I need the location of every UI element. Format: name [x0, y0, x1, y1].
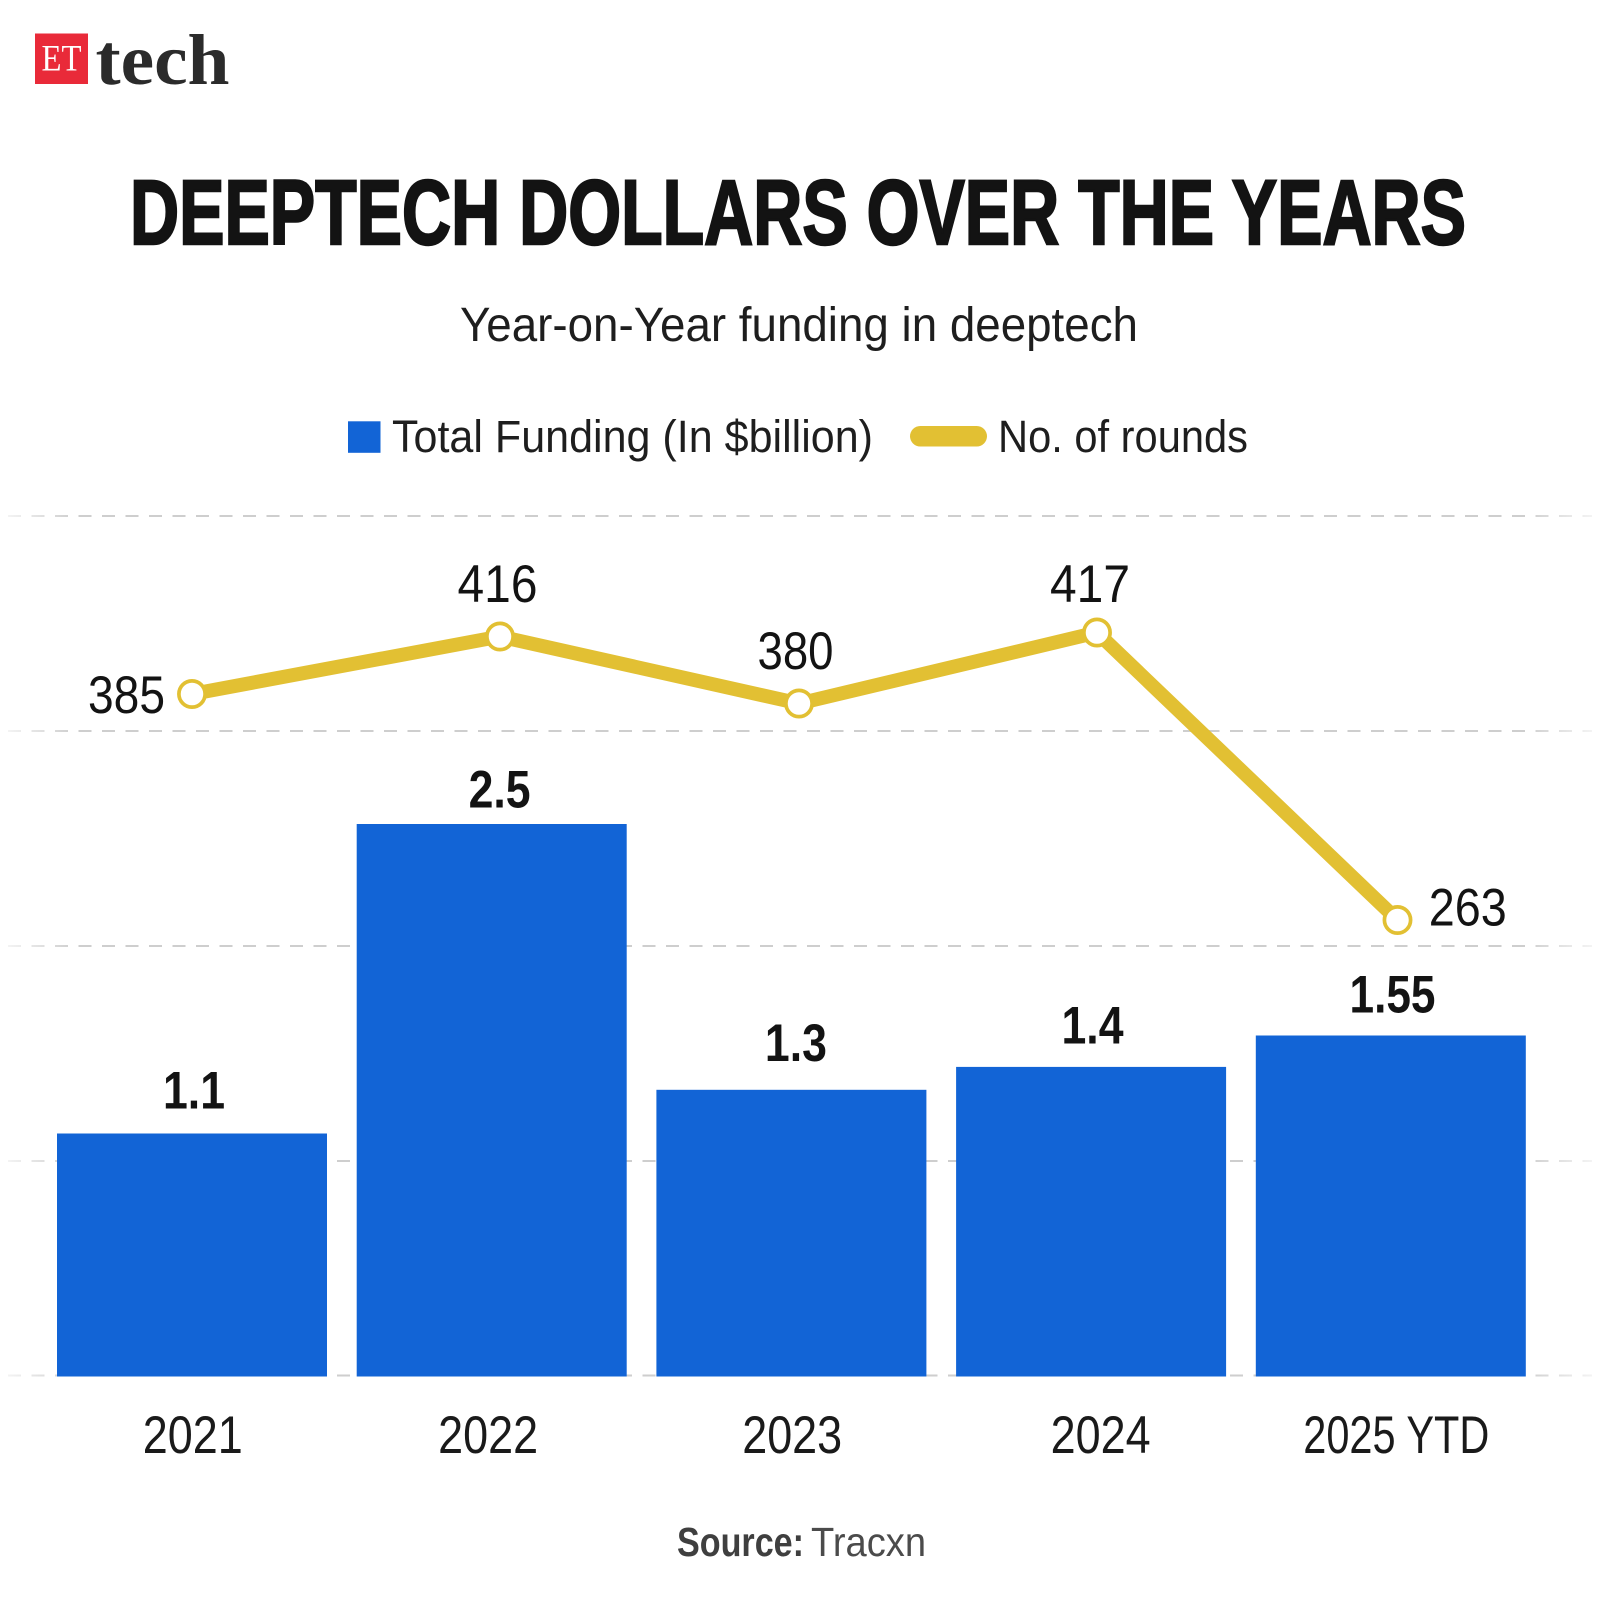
svg-text:417: 417: [1050, 555, 1130, 614]
svg-text:No. of rounds: No. of rounds: [998, 411, 1248, 462]
svg-text:2021: 2021: [143, 1406, 243, 1465]
svg-text:DEEPTECH DOLLARS OVER THE YEAR: DEEPTECH DOLLARS OVER THE YEARS: [130, 162, 1466, 264]
svg-text:2022: 2022: [438, 1406, 538, 1465]
svg-text:1.3: 1.3: [765, 1014, 827, 1073]
svg-text:tech: tech: [96, 20, 230, 100]
svg-text:2025 YTD: 2025 YTD: [1303, 1406, 1489, 1465]
svg-text:Source:: Source:: [677, 1519, 804, 1565]
svg-text:Year-on-Year funding in deepte: Year-on-Year funding in deeptech: [460, 299, 1138, 352]
svg-text:1.1: 1.1: [163, 1062, 225, 1121]
svg-text:380: 380: [758, 622, 834, 681]
svg-text:1.55: 1.55: [1350, 966, 1436, 1025]
svg-text:2024: 2024: [1051, 1406, 1151, 1465]
svg-text:2.5: 2.5: [469, 761, 531, 820]
svg-text:1.4: 1.4: [1062, 997, 1124, 1056]
svg-text:2023: 2023: [742, 1406, 842, 1465]
svg-text:385: 385: [88, 666, 165, 725]
svg-text:Total Funding (In $billion): Total Funding (In $billion): [392, 411, 873, 462]
svg-text:Tracxn: Tracxn: [811, 1519, 926, 1565]
svg-text:263: 263: [1429, 878, 1507, 937]
svg-text:416: 416: [458, 555, 538, 614]
svg-text:ET: ET: [42, 38, 82, 79]
